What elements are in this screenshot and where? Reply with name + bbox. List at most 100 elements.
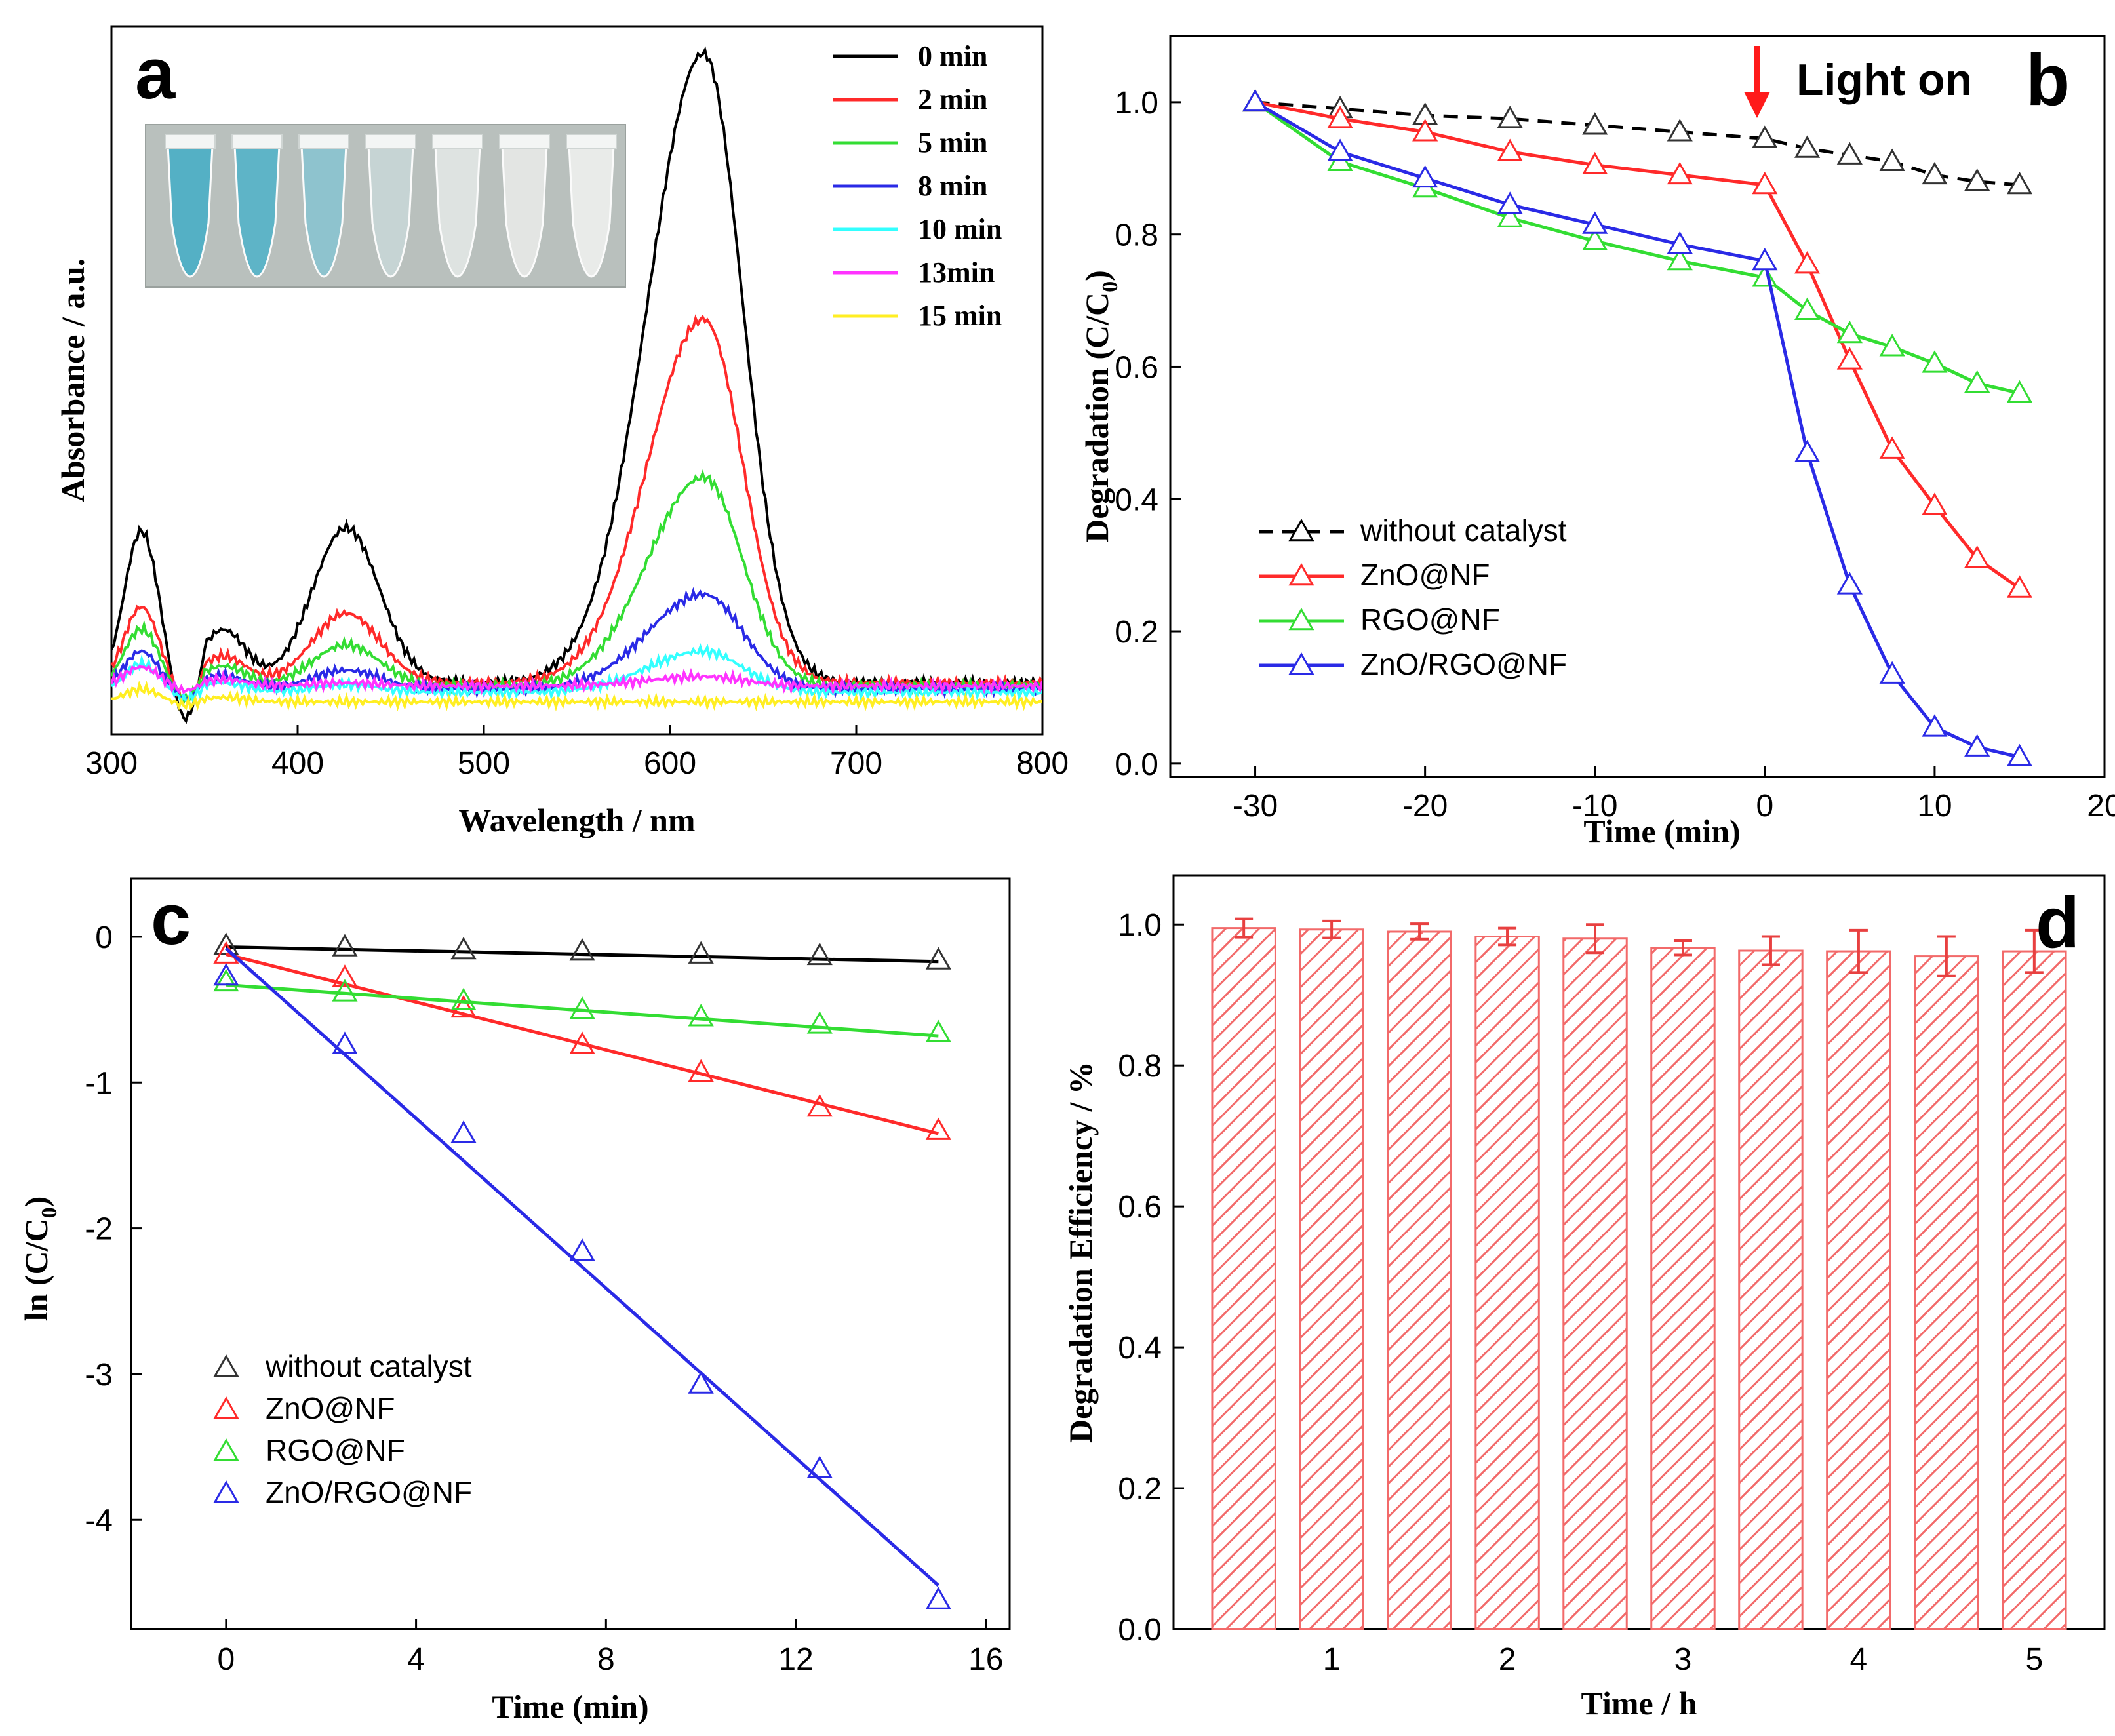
- vial-1: [233, 144, 281, 278]
- panel-c-point: [688, 1371, 714, 1394]
- panel-b-point: [1879, 148, 1905, 171]
- panel-b-point: [1794, 439, 1821, 462]
- panel-b-legend-marker: [1288, 652, 1314, 675]
- panel-a-curve-5: [111, 664, 1042, 696]
- panel-c-ylabel: ln (C/C0): [18, 1196, 62, 1322]
- panel-c-xtick-label: 12: [778, 1642, 813, 1677]
- panel-b-point: [1667, 119, 1693, 142]
- panel-b-xtick-label: 20: [2087, 789, 2115, 823]
- panel-d-recycling: 1 2 3 4 5 0.0 0.2 0.4 0.6 0.8 1.0 Time / h Degrada…: [1062, 874, 2106, 1722]
- panel-d-bar: [1650, 947, 1716, 1630]
- panel-c-point: [806, 942, 833, 966]
- panel-d-bar: [1211, 927, 1276, 1630]
- panel-b-point: [1794, 135, 1821, 158]
- panel-b-ylabel: Degradation (C/C0): [1078, 270, 1122, 543]
- panel-b-point: [2006, 743, 2033, 766]
- panel-a-legend-label: 0 min: [918, 40, 987, 72]
- panel-a-legend-label: 8 min: [918, 170, 987, 202]
- panel-c-xlabel: Time (min): [492, 1688, 648, 1725]
- panel-c-fit-line-2: [226, 983, 939, 1038]
- panel-a-x-ticks: 300 400 500 600 700 800: [85, 725, 1069, 781]
- panel-b-point: [1327, 138, 1353, 161]
- panel-b-point: [1582, 151, 1608, 174]
- panel-b-ytick-label: 1.0: [1115, 86, 1158, 121]
- panel-b-point: [1922, 350, 1948, 373]
- panel-b-legend-label: ZnO/RGO@NF: [1360, 647, 1567, 681]
- panel-c-point: [450, 1120, 477, 1143]
- panel-d-xtick-label: 2: [1499, 1642, 1516, 1677]
- panel-c-point: [688, 941, 714, 964]
- panel-b-point: [1836, 320, 1863, 344]
- panel-c-legend-label: ZnO/RGO@NF: [266, 1475, 472, 1509]
- panel-c-point: [806, 1094, 833, 1117]
- panel-c-legend-marker: [213, 1438, 239, 1461]
- panel-a-xtick-label: 600: [644, 746, 696, 781]
- panel-c-xtick-label: 0: [218, 1642, 235, 1677]
- panel-a-legend: 0 min 2 min 5 min 8 min 10 min 13min 15 min: [833, 40, 1002, 332]
- panel-d-xtick-label: 5: [2025, 1642, 2043, 1677]
- panel-c-ytick-label: 0: [95, 920, 113, 955]
- panel-c-ytick-label: -3: [85, 1358, 113, 1392]
- panel-b-point: [1242, 89, 1269, 112]
- panel-b-legend-marker: [1288, 518, 1314, 542]
- panel-b-point: [1964, 370, 1990, 393]
- panel-a-legend-label: 15 min: [918, 300, 1002, 332]
- panel-b-point: [1879, 436, 1905, 459]
- panel-c-fit-line-0: [226, 945, 939, 964]
- vial-4: [434, 144, 481, 278]
- panel-d-frame: [1172, 874, 2106, 1630]
- panel-c-kinetics: 0 4 8 12 160-1-2-3-4 Time (min) ln (C/C0) c …: [18, 877, 1011, 1725]
- vial-cap-4: [432, 134, 483, 149]
- panel-a-xtick-label: 400: [271, 746, 324, 781]
- panel-c-point: [925, 947, 951, 970]
- panel-c-legend: without catalyst ZnO@NF RGO@NF ZnO/RGO@NF: [213, 1349, 472, 1509]
- panel-c-point: [332, 964, 358, 987]
- panel-c-point: [213, 962, 239, 986]
- panel-d-ytick-label: 0.0: [1118, 1613, 1162, 1647]
- panel-d-xtick-label: 4: [1850, 1642, 1868, 1677]
- vial-0: [167, 144, 214, 278]
- panel-a-legend-label: 10 min: [918, 213, 1002, 245]
- panel-b-point: [1836, 142, 1863, 165]
- vial-cap-5: [499, 134, 550, 149]
- panel-b-point: [1667, 161, 1693, 185]
- panel-d-ytick-label: 0.2: [1118, 1472, 1162, 1507]
- panel-b-xtick-label: 0: [1756, 789, 1773, 823]
- panel-b-point: [1879, 334, 1905, 357]
- vial-cap-2: [298, 134, 349, 149]
- panel-b-point: [1752, 171, 1778, 195]
- panel-a-legend-label: 2 min: [918, 83, 987, 115]
- panel-b-series: [1242, 89, 2033, 766]
- panel-b-ytick-label: 0.0: [1115, 747, 1158, 782]
- panel-a-spectra: 300 400 500 600 700 800 Wavelength / nm Absor…: [54, 25, 1069, 838]
- vial-cap-3: [365, 134, 416, 149]
- panel-d-ytick-label: 1.0: [1118, 908, 1162, 943]
- panel-b-point: [1497, 138, 1523, 161]
- panel-d-ticks: 1 2 3 4 5 0.0 0.2 0.4 0.6 0.8 1.0: [1118, 908, 2043, 1677]
- panel-d-label: d: [2036, 882, 2080, 963]
- panel-a-legend-label: 13min: [918, 256, 995, 288]
- panel-b-point: [1497, 191, 1523, 214]
- panel-b-ticks: -30 -20 -10 0 10 20 0.0 0.2 0.4 0.6 0.8 1.0: [1115, 86, 2115, 823]
- panel-b-point: [1794, 251, 1821, 274]
- panel-b-point: [1964, 545, 1990, 568]
- panel-a-label: a: [135, 33, 176, 114]
- vial-cap-6: [566, 134, 617, 149]
- panel-b-point: [2006, 380, 2033, 403]
- panel-b-point: [1582, 211, 1608, 234]
- panel-b-point: [1964, 168, 1990, 191]
- panel-d-bars: [1211, 917, 2067, 1630]
- panel-c-xtick-label: 16: [968, 1642, 1003, 1677]
- panel-a-xtick-label: 300: [85, 746, 138, 781]
- panel-c-label: c: [151, 879, 191, 960]
- panel-c-point: [806, 1455, 833, 1478]
- panel-b-point: [1327, 106, 1353, 128]
- panel-d-xtick-label: 3: [1674, 1642, 1692, 1677]
- panel-b-frame: [1169, 35, 2106, 778]
- panel-b-point: [1879, 661, 1905, 684]
- light-on-arrow: [1744, 46, 1770, 118]
- panel-d-bar: [1387, 930, 1452, 1630]
- panel-c-ytick-label: -1: [85, 1066, 113, 1101]
- panel-a-curve-4: [111, 642, 1042, 705]
- panel-b-point: [1836, 347, 1863, 370]
